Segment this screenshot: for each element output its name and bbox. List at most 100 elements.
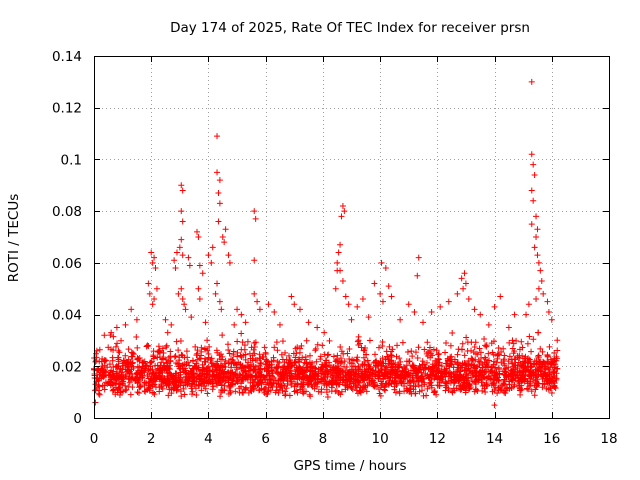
- y-axis-label: ROTI / TECUs: [6, 194, 22, 282]
- data-point: [325, 369, 332, 376]
- x-tick-label: 10: [372, 431, 389, 447]
- data-point: [326, 337, 333, 344]
- data-point: [447, 342, 454, 349]
- data-point: [118, 369, 125, 376]
- data-point: [553, 353, 560, 360]
- data-point: [415, 254, 422, 261]
- data-point: [285, 359, 292, 366]
- data-point: [545, 308, 552, 315]
- data-point: [336, 381, 343, 388]
- data-point: [478, 379, 485, 386]
- data-point: [447, 369, 454, 376]
- data-point: [120, 357, 127, 364]
- data-point: [508, 367, 515, 374]
- data-point: [403, 362, 410, 369]
- data-point: [514, 365, 521, 372]
- data-point: [241, 386, 248, 393]
- data-point: [147, 379, 154, 386]
- data-point: [137, 383, 144, 390]
- data-point: [394, 342, 401, 349]
- data-point: [117, 388, 124, 395]
- data-point: [173, 249, 180, 256]
- data-point: [324, 352, 331, 359]
- data-point: [420, 361, 427, 368]
- data-point: [175, 372, 182, 379]
- data-point: [317, 353, 324, 360]
- data-point: [345, 301, 352, 308]
- data-point: [477, 371, 484, 378]
- data-point: [209, 368, 216, 375]
- data-point: [285, 352, 292, 359]
- x-tick-label: 4: [204, 431, 213, 447]
- data-point: [156, 384, 163, 391]
- data-point: [543, 375, 550, 382]
- data-point: [449, 388, 456, 395]
- data-point: [535, 367, 542, 374]
- data-point: [465, 380, 472, 387]
- data-point: [265, 301, 272, 308]
- data-point: [321, 329, 328, 336]
- data-point: [132, 375, 139, 382]
- data-point: [204, 390, 211, 397]
- data-point: [119, 381, 126, 388]
- data-point: [383, 348, 390, 355]
- data-point: [460, 384, 467, 391]
- data-point: [164, 363, 171, 370]
- data-point: [330, 375, 337, 382]
- data-point: [386, 361, 393, 368]
- data-point: [173, 382, 180, 389]
- data-point: [530, 336, 537, 343]
- data-point: [474, 388, 481, 395]
- data-point: [154, 354, 161, 361]
- data-point: [379, 370, 386, 377]
- data-point: [306, 359, 313, 366]
- data-point: [112, 343, 119, 350]
- data-point: [368, 377, 375, 384]
- data-point: [198, 380, 205, 387]
- data-point: [537, 267, 544, 274]
- data-point: [546, 371, 553, 378]
- data-point: [92, 399, 99, 406]
- data-point: [205, 252, 212, 259]
- y-tick-label: 0.14: [52, 49, 82, 65]
- data-point: [454, 369, 461, 376]
- data-point: [185, 359, 192, 366]
- data-point: [354, 354, 361, 361]
- data-point: [521, 363, 528, 370]
- data-point: [438, 362, 445, 369]
- data-point: [506, 353, 513, 360]
- data-point: [528, 221, 535, 228]
- data-point: [343, 364, 350, 371]
- data-point: [96, 346, 103, 353]
- data-point: [206, 367, 213, 374]
- data-point: [158, 359, 165, 366]
- data-point: [371, 373, 378, 380]
- data-point: [218, 306, 225, 313]
- data-point: [120, 362, 127, 369]
- data-point: [338, 348, 345, 355]
- data-point: [334, 259, 341, 266]
- data-point: [550, 369, 557, 376]
- data-point: [485, 321, 492, 328]
- data-point: [164, 329, 171, 336]
- data-point: [365, 314, 372, 321]
- data-point: [457, 386, 464, 393]
- data-point: [149, 301, 156, 308]
- data-point: [396, 364, 403, 371]
- data-point: [175, 290, 182, 297]
- data-point: [251, 344, 258, 351]
- data-point: [355, 341, 362, 348]
- data-point: [222, 226, 229, 233]
- data-point: [101, 369, 108, 376]
- data-point: [388, 354, 395, 361]
- data-point: [476, 345, 483, 352]
- data-point: [491, 402, 498, 409]
- data-point: [517, 391, 524, 398]
- data-point: [449, 330, 456, 337]
- data-point: [471, 343, 478, 350]
- data-point: [544, 380, 551, 387]
- data-point: [360, 347, 367, 354]
- data-point: [145, 280, 152, 287]
- data-point: [135, 389, 142, 396]
- data-point: [401, 382, 408, 389]
